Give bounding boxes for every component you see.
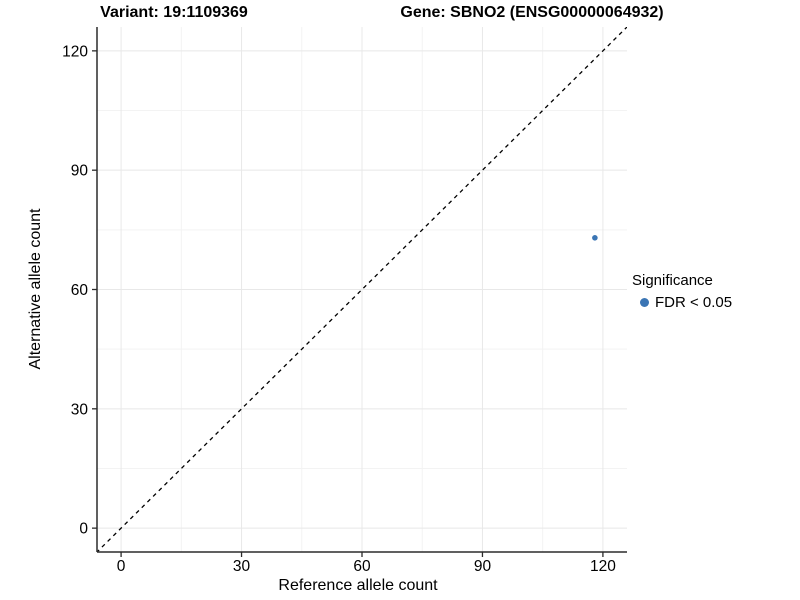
x-tick-label: 30	[233, 558, 251, 575]
legend-title: Significance	[632, 272, 713, 289]
y-tick-label: 30	[71, 401, 89, 418]
data-point	[592, 234, 598, 241]
x-axis-title: Reference allele count	[278, 577, 438, 594]
plot-title-variant: Variant: 19:1109369	[100, 4, 248, 21]
identity-line	[97, 27, 627, 552]
legend: Significance FDR < 0.05	[632, 271, 732, 312]
x-tick-label: 60	[353, 558, 371, 575]
y-tick-label: 0	[79, 521, 88, 538]
x-tick-label: 120	[590, 558, 616, 575]
legend-item-label: FDR < 0.05	[655, 294, 733, 311]
y-tick-label: 90	[71, 163, 89, 180]
legend-item: FDR < 0.05	[632, 293, 732, 312]
legend-point-icon	[640, 298, 649, 307]
x-tick-label: 90	[474, 558, 492, 575]
plot-title-gene: Gene: SBNO2 (ENSG00000064932)	[400, 4, 664, 21]
y-tick-label: 120	[62, 43, 88, 60]
x-tick-label: 0	[117, 558, 126, 575]
y-tick-label: 60	[71, 282, 89, 299]
